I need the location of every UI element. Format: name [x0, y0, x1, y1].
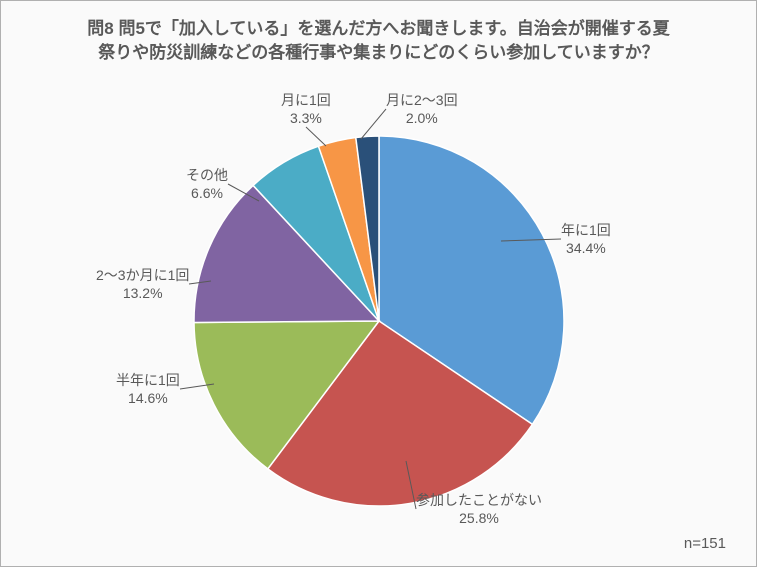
slice-label-name: 月に1回: [281, 92, 331, 108]
title-line-2: 祭りや防災訓練などの各種行事や集まりにどのくらい参加していますか？: [98, 43, 659, 62]
title-line-1: 問8 問5で「加入している」を選んだ方へお聞きします。自治会が開催する夏: [87, 19, 669, 38]
slice-label-name: 参加したことがない: [416, 492, 542, 508]
slice-label-pct: 3.3%: [281, 109, 331, 127]
chart-title: 問8 問5で「加入している」を選んだ方へお聞きします。自治会が開催する夏 祭りや…: [1, 17, 756, 65]
slice-label-pct: 25.8%: [416, 509, 542, 527]
slice-label-pct: 14.6%: [116, 389, 180, 407]
slice-label-pct: 2.0%: [386, 109, 458, 127]
slice-label: 半年に1回14.6%: [116, 371, 180, 407]
slice-label-pct: 6.6%: [186, 184, 228, 202]
slice-label: 参加したことがない25.8%: [416, 491, 542, 527]
slice-label: その他6.6%: [186, 166, 228, 202]
callout-line: [361, 109, 386, 139]
slice-label: 年に1回34.4%: [561, 221, 611, 257]
slice-label-name: 2～3か月に1回: [96, 267, 189, 283]
slice-label-name: 月に2～3回: [386, 92, 458, 108]
slice-label-name: その他: [186, 167, 228, 183]
pie-svg: [1, 71, 757, 541]
slice-label-pct: 13.2%: [96, 284, 189, 302]
callout-line: [306, 127, 326, 146]
slice-label-name: 年に1回: [561, 222, 611, 238]
slice-label-name: 半年に1回: [116, 372, 180, 388]
slice-label: 月に1回3.3%: [281, 91, 331, 127]
slice-label: 月に2～3回2.0%: [386, 91, 458, 127]
slice-label-pct: 34.4%: [561, 239, 611, 257]
chart-container: 問8 問5で「加入している」を選んだ方へお聞きします。自治会が開催する夏 祭りや…: [0, 0, 757, 567]
sample-size: n=151: [684, 535, 726, 552]
pie-chart: 年に1回34.4% 参加したことがない25.8% 半年に1回14.6% 2～3か月に1…: [1, 71, 757, 541]
slice-label: 2～3か月に1回13.2%: [96, 266, 189, 302]
